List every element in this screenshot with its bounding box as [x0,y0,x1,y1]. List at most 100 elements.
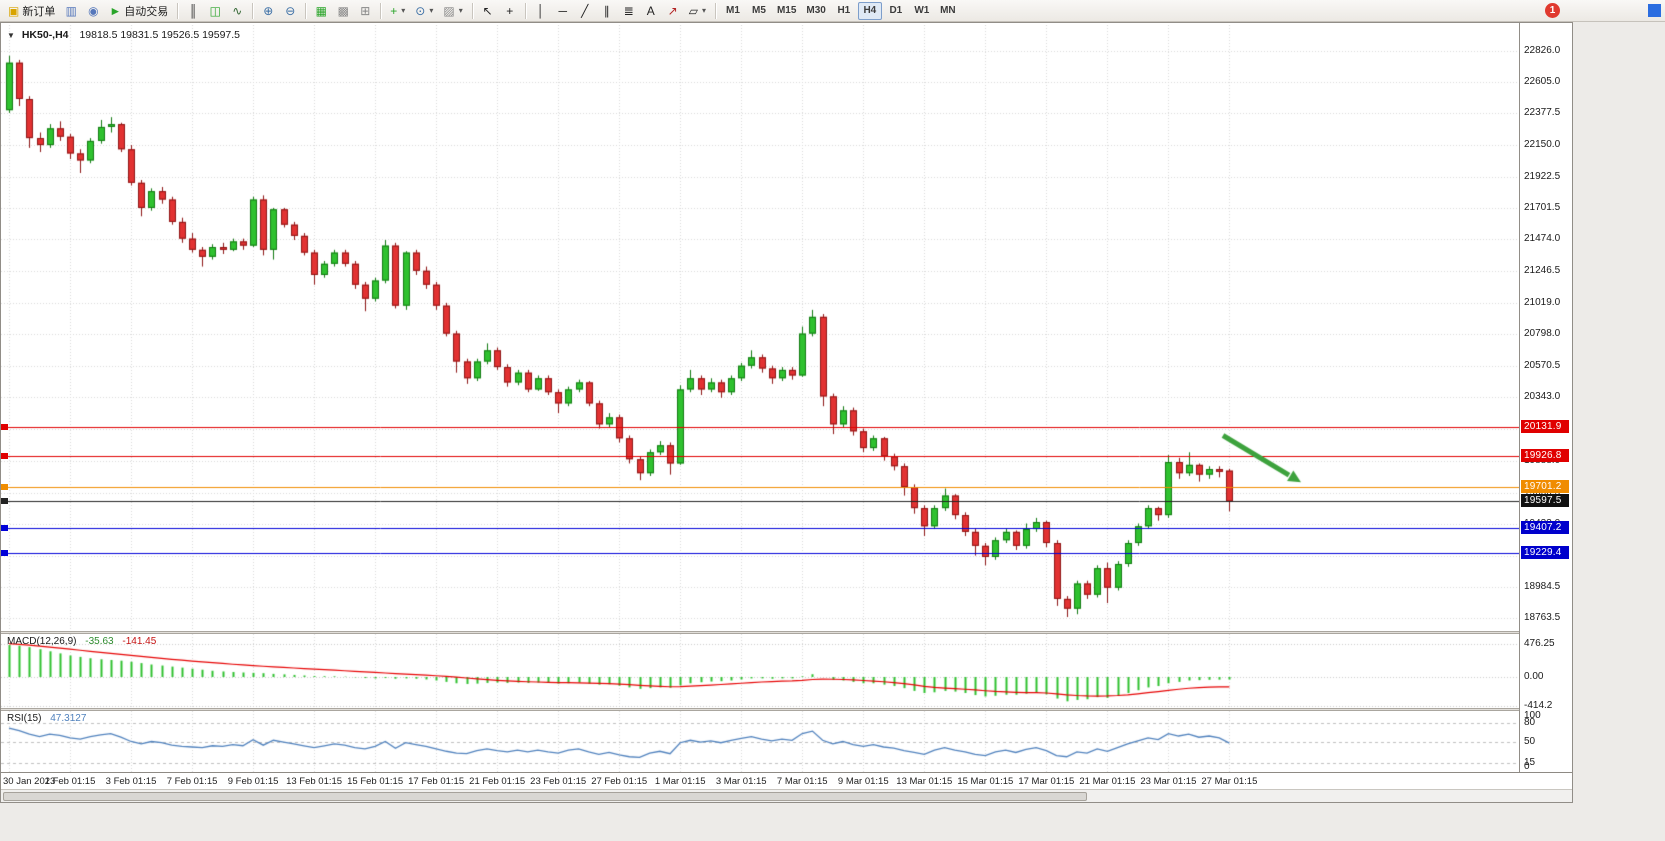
time-axis-label: 7 Feb 01:15 [166,776,218,787]
candlestick-chart-button[interactable]: ◫ [205,2,225,20]
price-axis-label: 20798.0 [1524,327,1561,339]
time-axis-label: 15 Mar 01:15 [957,776,1014,787]
chart-collapse-icon[interactable]: ▼ [7,31,15,40]
zoom-in-button[interactable]: ⊕ [258,2,278,20]
chart-symbol-period: HK50-,H4 [21,29,69,41]
navigator-icon: ◉ [88,3,99,18]
scrollbar-thumb[interactable] [3,792,1087,801]
rsi-label: RSI(15) [7,713,42,724]
text-label-button[interactable]: A [641,2,661,20]
vertical-line-icon: │ [536,3,545,18]
new-order-button[interactable]: ▣ 新订单 [4,2,59,20]
timeframe-h4-button[interactable]: H4 [857,1,882,20]
chart-window: ▼ HK50-,H4 19818.5 19831.5 19526.5 19597… [0,22,1573,803]
timeframe-d1-button[interactable]: D1 [889,5,903,16]
periods-icon: ⊙ [415,3,426,18]
time-axis-label: 27 Feb 01:15 [591,776,648,787]
timeframe-m30-button[interactable]: M30 [806,5,826,16]
macd-title: MACD(12,26,9) -35.63 -141.45 [7,636,156,647]
time-axis-label: 3 Feb 01:15 [105,776,157,787]
price-chart-canvas[interactable] [1,25,1519,631]
price-axis-label: 18763.5 [1524,611,1561,623]
cascade-windows-button[interactable]: ▩ [333,2,353,20]
trendline-button[interactable]: ╱ [575,2,595,20]
price-line-marker[interactable] [1,484,8,490]
toolbar-separator [252,2,254,19]
price-axis-label: 22605.0 [1524,75,1561,87]
zoom-out-button[interactable]: ⊖ [280,2,300,20]
shapes-icon: ▱ [688,3,698,18]
charts-toggle-button[interactable]: ▥ [61,2,81,20]
zoom-in-icon: ⊕ [263,3,274,18]
price-axis-label: 20343.0 [1524,391,1561,403]
pane-separator[interactable] [1,631,1572,634]
time-axis-label: 17 Feb 01:15 [408,776,465,787]
price-axis-label: 20570.5 [1524,359,1561,371]
price-line-marker[interactable] [1,549,8,556]
auto-trading-button[interactable]: ► 自动交易 [105,2,172,20]
toolbar-separator [714,2,716,19]
time-axis-label: 1 Feb 01:15 [44,776,96,787]
timeframe-m15-button[interactable]: M15 [776,5,797,16]
macd-axis-label: 476.25 [1524,637,1555,649]
time-axis-label: 23 Mar 01:15 [1140,776,1197,787]
price-axis-label: 22377.5 [1524,107,1561,119]
templates-button[interactable]: ▨ ▾ [439,2,466,20]
time-axis-label: 1 Mar 01:15 [654,776,706,787]
fibonacci-button[interactable]: ≣ [619,2,639,20]
templates-icon: ▨ [443,3,455,18]
time-axis-label: 27 Mar 01:15 [1201,776,1258,787]
notifications-badge[interactable]: 1 [1545,3,1560,18]
caret-down-icon: ▾ [701,6,706,15]
price-line-marker[interactable] [1,525,8,532]
price-line-marker[interactable] [1,452,8,459]
tile-windows-button[interactable]: ▦ [311,2,331,20]
cursor-button[interactable]: ↖ [478,2,498,20]
charts-toggle-icon: ▥ [65,3,78,18]
price-axis-label: 21246.5 [1524,265,1561,277]
indicators-icon: + [390,3,398,18]
caret-down-icon: ▾ [429,6,434,15]
timeframe-m1-button[interactable]: M1 [726,5,740,16]
horizontal-line-button[interactable]: ─ [553,2,573,20]
bar-chart-icon: ║ [188,3,198,18]
timeframe-h1-button[interactable]: H1 [837,5,851,16]
timeframe-mn-button[interactable]: MN [940,5,956,16]
chart-title: ▼ HK50-,H4 19818.5 19831.5 19526.5 19597… [7,29,240,41]
time-axis-label: 13 Feb 01:15 [286,776,343,787]
timeframe-w1-button[interactable]: W1 [914,5,930,16]
vertical-line-button[interactable]: │ [531,2,551,20]
periods-button[interactable]: ⊙ ▾ [411,2,437,20]
timeframe-m5-button[interactable]: M5 [752,5,766,16]
equidistant-channel-button[interactable]: ∥ [597,2,617,20]
crosshair-button[interactable]: + [500,2,520,20]
arrange-windows-icon: ⊞ [360,3,371,18]
arrange-windows-button[interactable]: ⊞ [355,2,375,20]
time-axis-label: 17 Mar 01:15 [1018,776,1075,787]
rsi-axis-label: 100 [1524,710,1541,721]
auto-trading-icon: ► [109,3,122,18]
rsi-axis-label: 50 [1524,735,1536,747]
price-line-marker[interactable] [1,498,8,505]
macd-indicator-canvas[interactable] [1,634,1519,708]
arrows-tool-button[interactable]: ↗ [663,2,683,20]
pane-separator[interactable] [1,708,1572,711]
price-axis-label: 18984.5 [1524,581,1561,593]
horizontal-scrollbar[interactable] [1,789,1572,802]
line-chart-button[interactable]: ∿ [227,2,247,20]
new-order-label: 新订单 [22,5,56,18]
toolbar-separator [177,2,179,19]
price-axis-label: 21019.0 [1524,297,1561,308]
price-line-marker[interactable] [1,423,8,430]
shapes-button[interactable]: ▱ ▾ [685,2,710,20]
rsi-indicator-canvas[interactable] [1,711,1519,772]
time-axis[interactable]: 30 Jan 2023 1 Feb 01:15 3 Feb 01:15 7 Feb 0… [1,772,1572,789]
chart-ohlc-values: 19818.5 19831.5 19526.5 19597.5 [79,29,241,41]
toolbar-separator [524,2,526,19]
price-axis[interactable]: 22826.0 22605.0 22377.5 22150.0 21922.5 21701… [1519,23,1572,772]
indicators-button[interactable]: + ▾ [386,2,409,20]
bar-chart-button[interactable]: ║ [183,2,203,20]
navigator-button[interactable]: ◉ [83,2,103,20]
time-axis-label: 3 Mar 01:15 [715,776,767,787]
window-corner-square [1648,4,1661,17]
